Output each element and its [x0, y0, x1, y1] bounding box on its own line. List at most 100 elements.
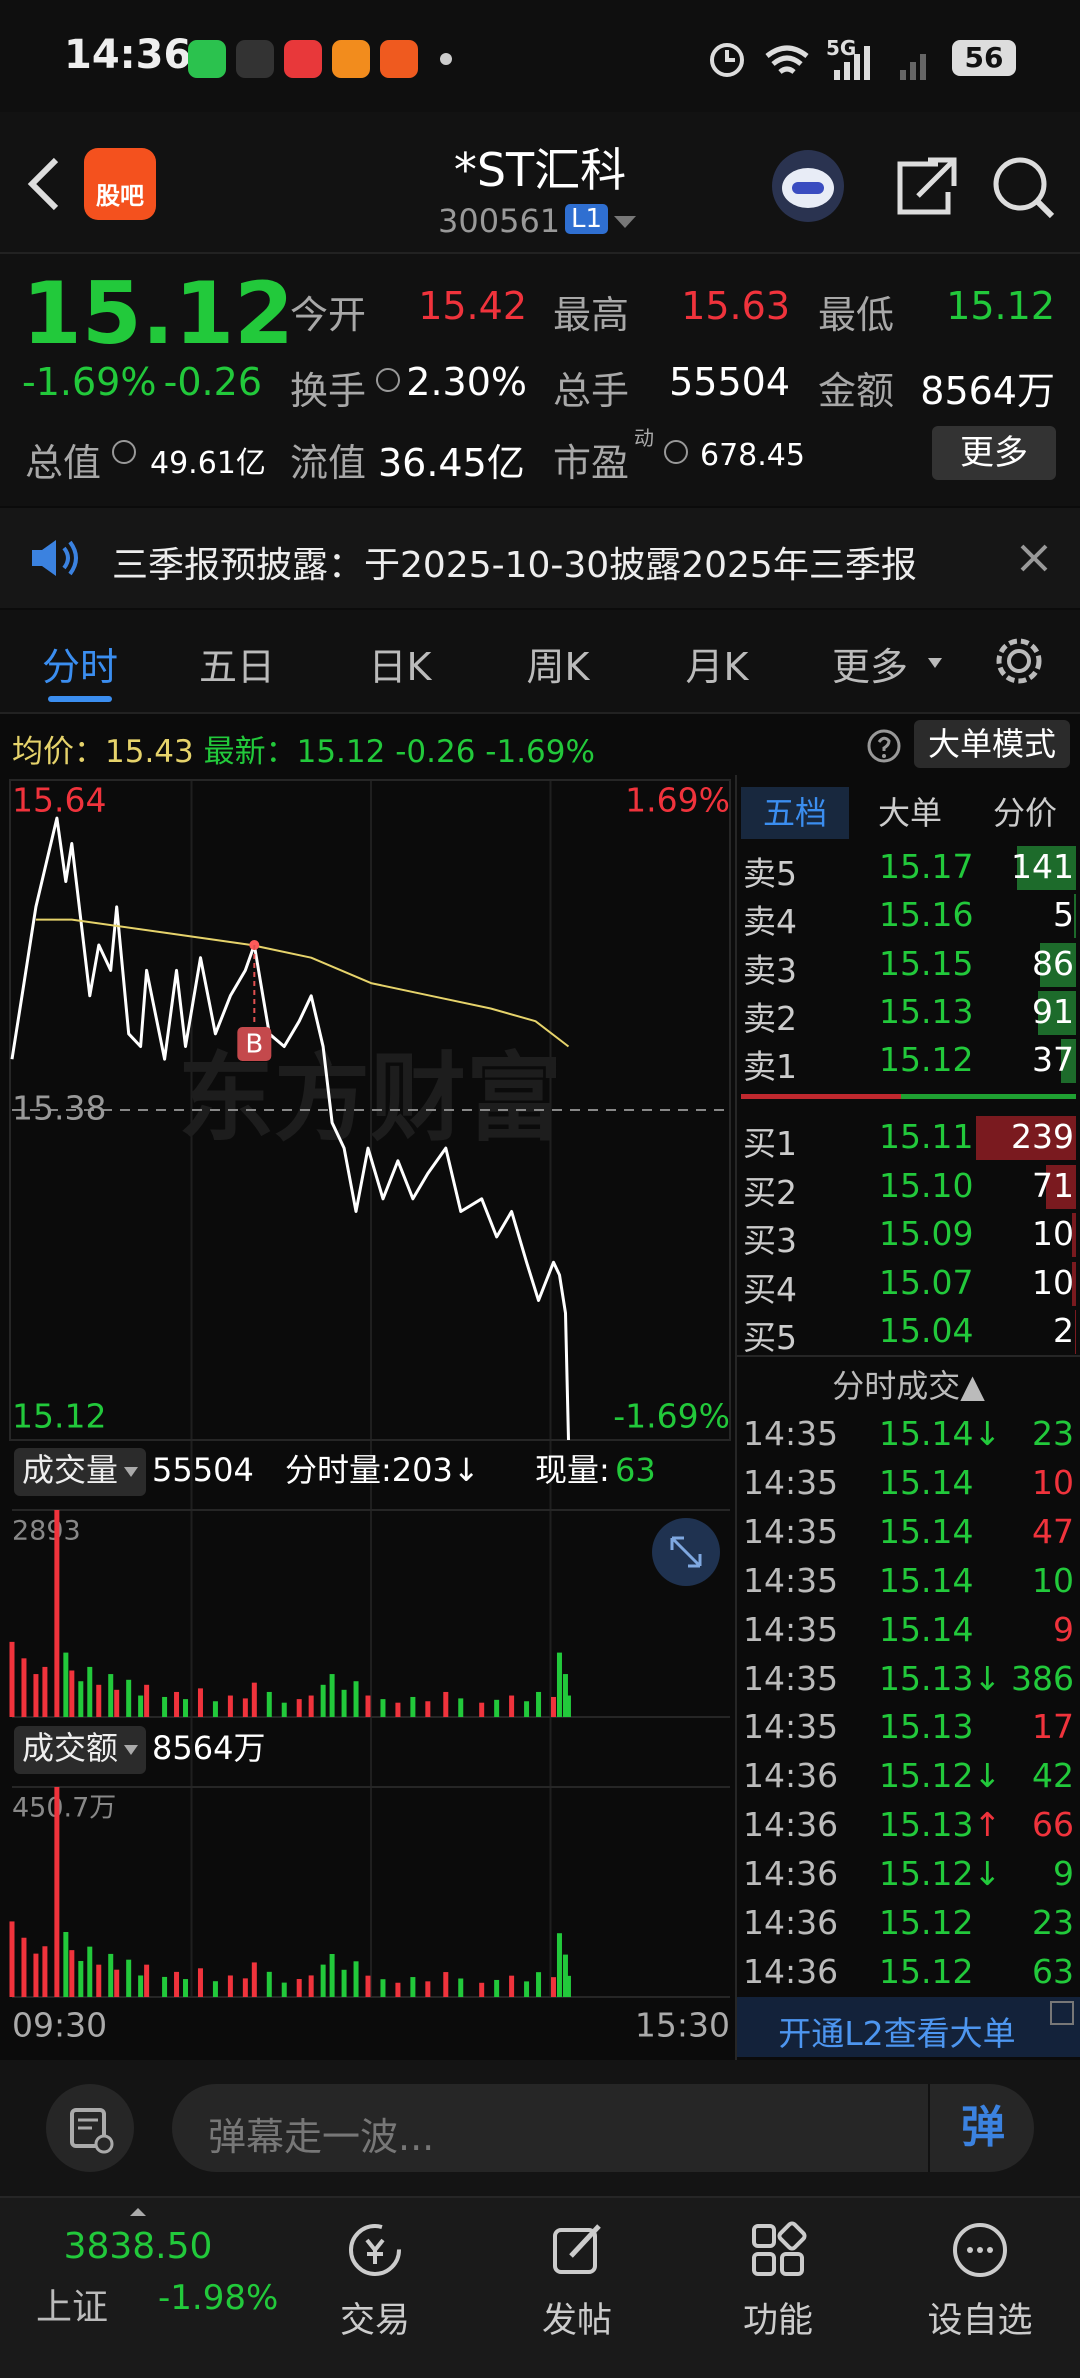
nav-icon[interactable]: [748, 2220, 808, 2280]
tab[interactable]: 更多: [831, 645, 908, 689]
bar: [54, 1510, 60, 1717]
speaker-icon: [32, 540, 78, 576]
book-bar: [1073, 894, 1076, 939]
close-notice[interactable]: [1018, 542, 1050, 574]
bar: [443, 1972, 449, 1997]
indicator-select[interactable]: [14, 1448, 146, 1496]
header-icons[interactable]: [768, 146, 1080, 226]
notice-text[interactable]: 三季报预披露：于2025-10-30披露2025年三季报: [112, 545, 917, 586]
forum-logo[interactable]: 股吧: [84, 148, 156, 220]
book-price: 15.12: [879, 1040, 974, 1080]
field-value: 49.61亿: [150, 446, 266, 481]
nav-icon[interactable]: [345, 2220, 405, 2280]
tab[interactable]: 五日: [198, 645, 275, 689]
danmaku-settings[interactable]: [44, 2082, 136, 2174]
bar: [114, 1969, 120, 1997]
field-value: 36.45亿: [378, 441, 525, 485]
tab[interactable]: 周K: [526, 645, 590, 689]
l2-banner-text[interactable]: 开通L2查看大单: [778, 2014, 1016, 2053]
nav-label[interactable]: 功能: [742, 2301, 813, 2341]
bar: [227, 1975, 233, 1997]
trade-time: 14:36: [743, 1903, 839, 1942]
back-button[interactable]: [24, 154, 64, 214]
trade-price-value: 15.14: [879, 1560, 974, 1600]
book-tab[interactable]: 分价: [992, 794, 1057, 832]
more-button[interactable]: 更多: [932, 426, 1056, 480]
indicator-select[interactable]: [14, 1726, 146, 1774]
l2-banner[interactable]: [737, 1997, 1080, 2057]
nav-label[interactable]: 设自选: [927, 2301, 1033, 2341]
bar: [96, 1684, 102, 1717]
book-bar: [1060, 1039, 1076, 1084]
nav-icon[interactable]: [547, 2220, 607, 2280]
big-order-mode[interactable]: 大单模式: [914, 720, 1070, 768]
book-tab[interactable]: 大单: [877, 794, 942, 832]
book-bar: [976, 1116, 1076, 1160]
app-icons: [188, 40, 452, 78]
settings-icon[interactable]: [992, 634, 1046, 688]
book-price: 15.07: [879, 1262, 974, 1302]
trade-price-value: 15.14: [879, 1414, 974, 1453]
latest-change-pct: -1.69%: [485, 734, 595, 770]
nav-label[interactable]: 交易: [339, 2301, 410, 2341]
nav-icon-glyph: [553, 2224, 601, 2274]
trade-price-value: 15.14: [879, 1609, 974, 1649]
tab[interactable]: 分时: [41, 645, 118, 689]
bar: [183, 1699, 189, 1717]
bar: [42, 1666, 48, 1717]
trade-volume: 63: [1032, 1951, 1074, 1991]
field-label: 换手: [290, 369, 367, 413]
index-change[interactable]: -1.98%: [158, 2278, 279, 2318]
dropdown-arrow[interactable]: [612, 212, 638, 232]
bar: [562, 1954, 568, 1997]
tab[interactable]: 月K: [685, 645, 749, 689]
trade-price: 15.14: [879, 1610, 973, 1649]
nav-icon[interactable]: [950, 2220, 1010, 2280]
field-value: 8564万: [920, 369, 1055, 413]
bar: [87, 1946, 93, 1997]
bar: [380, 1979, 386, 1997]
bar: [162, 1976, 168, 1997]
book-label: 买3: [743, 1221, 797, 1260]
info-icon[interactable]: [376, 368, 400, 392]
expand-caret[interactable]: [128, 2206, 148, 2218]
book-label: 卖4: [743, 902, 797, 942]
field-label: 今开: [290, 293, 367, 337]
book-bar: [1017, 846, 1076, 890]
book-label: 卖2: [743, 998, 797, 1038]
bar: [556, 1933, 562, 1997]
info-icon[interactable]: [664, 440, 688, 464]
change: -0.26: [163, 360, 262, 404]
watermark: 东方财富: [178, 1042, 562, 1154]
field-value: 55504: [669, 360, 790, 404]
trade-time: 14:35: [743, 1707, 839, 1747]
book-label: 买1: [743, 1124, 797, 1163]
book-price: 15.16: [879, 895, 974, 935]
battery: 56: [952, 40, 1016, 76]
trade-price: 15.14↓: [879, 1414, 1001, 1453]
index-value[interactable]: 3838.50: [63, 2226, 213, 2267]
danmaku-button[interactable]: 弹: [928, 2084, 1036, 2172]
book-separator: [737, 1355, 1080, 1357]
book-volume: 10: [1032, 1262, 1074, 1302]
tab[interactable]: 日K: [368, 645, 432, 689]
info-icon[interactable]: [112, 440, 136, 464]
bar: [443, 1691, 449, 1717]
bar: [341, 1969, 347, 1997]
book-tab[interactable]: 五档: [741, 787, 849, 839]
l2-close[interactable]: [1050, 2001, 1074, 2025]
index-name[interactable]: 上证: [36, 2287, 109, 2328]
bar: [395, 1702, 401, 1717]
comment-input[interactable]: [172, 2084, 1034, 2172]
panel-divider: [735, 775, 737, 2060]
comment-placeholder: 弹幕走一波...: [208, 2115, 435, 2159]
trade-time: 14:35: [743, 1462, 839, 1502]
help-icon[interactable]: [866, 728, 902, 764]
trades-title[interactable]: 分时成交▲: [832, 1367, 985, 1405]
book-label: 卖1: [743, 1047, 797, 1087]
nav-label[interactable]: 发帖: [541, 2301, 612, 2341]
level-badge[interactable]: L1: [565, 204, 609, 234]
trade-price-value: 15.12: [879, 1951, 974, 1991]
order-book: 五档 大单 分价 卖5 15.17 141 卖4 15.16 5 卖3 15.15 86 卖2 15.13…: [737, 775, 1080, 2060]
